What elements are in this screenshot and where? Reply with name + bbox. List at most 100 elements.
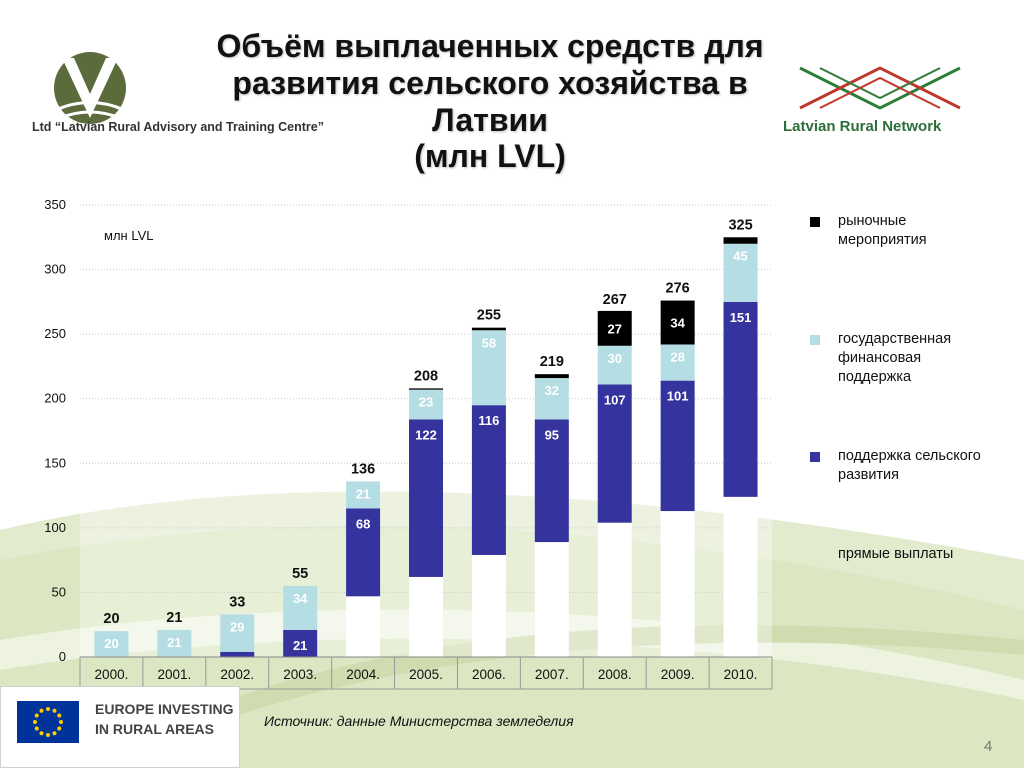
eu-text: EUROPE INVESTING IN RURAL AREAS — [95, 699, 233, 740]
legend-item-rural: поддержка сельского развития — [810, 447, 988, 485]
bar-segment-label: 116 — [478, 413, 499, 428]
eu-star — [59, 720, 63, 724]
bar-segment-label: 21 — [293, 638, 307, 653]
eu-star — [39, 731, 44, 736]
bar-total-label: 219 — [540, 354, 564, 370]
x-tick-label: 2004. — [346, 667, 380, 682]
bar-segment-label: 151 — [730, 310, 752, 325]
x-tick-label: 2009. — [661, 667, 695, 682]
unit-label: млн LVL — [104, 228, 153, 243]
bar-total-label: 55 — [292, 566, 308, 582]
x-tick-label: 2008. — [598, 667, 632, 682]
chart-bars: 20 20 21 21 29 33 21 34 55 68 21 136 122 23 208 116 58 25… — [94, 217, 758, 657]
y-tick-label: 0 — [59, 649, 66, 664]
y-tick-label: 350 — [44, 197, 66, 212]
eu-star — [52, 708, 57, 713]
eu-star — [52, 731, 57, 736]
bar-segment — [534, 542, 569, 657]
bar-segment-label: 122 — [415, 427, 437, 442]
legend-label-market: рыночные мероприятия — [838, 213, 927, 248]
legend-swatch-state — [810, 335, 820, 345]
bar-segment — [471, 405, 506, 555]
bar-segment — [409, 389, 443, 420]
eu-funding-badge: EUROPE INVESTING IN RURAL AREAS — [0, 686, 240, 768]
bar-segment — [220, 614, 255, 652]
bar-segment-label: 101 — [667, 389, 689, 404]
bar-segment-label: 29 — [230, 619, 244, 634]
bar-segment — [660, 511, 695, 657]
bar-segment-label: 68 — [356, 516, 370, 531]
legend-swatch-rural — [810, 452, 820, 462]
x-tick-label: 2001. — [157, 667, 191, 682]
eu-star — [34, 713, 39, 718]
source-note: Источник: данные Министерства земледелия — [264, 713, 574, 729]
bar-total-label: 325 — [728, 217, 752, 233]
bar-segment-label: 20 — [104, 636, 118, 651]
bar-segment — [409, 576, 443, 657]
x-tick-label: 2010. — [724, 667, 758, 682]
bar-total-label: 267 — [603, 292, 627, 308]
eu-star — [46, 707, 50, 711]
rural-network-logo — [799, 66, 961, 110]
eu-flag-icon — [17, 701, 79, 743]
bar-segment-label: 58 — [482, 335, 496, 350]
x-tick-label: 2000. — [95, 667, 129, 682]
bar-segment — [723, 301, 758, 497]
bar-segment — [660, 344, 695, 381]
y-tick-label: 200 — [44, 391, 66, 406]
eu-star — [34, 726, 39, 731]
bar-segment — [534, 374, 569, 379]
bar-segment — [471, 554, 506, 657]
stacked-bar-chart: 20 20 21 21 29 33 21 34 55 68 21 136 122 23 208 116 58 25… — [44, 197, 773, 690]
bar-segment — [597, 522, 632, 657]
bar-segment — [471, 330, 506, 406]
bar-segment — [409, 419, 443, 577]
bar-segment — [94, 631, 129, 657]
bar-segment — [283, 585, 318, 630]
title-line-3: Латвии — [432, 101, 548, 138]
page-number: 4 — [984, 738, 993, 755]
bar-segment-label: 45 — [733, 249, 747, 264]
legend-item-market: рыночные мероприятия — [810, 212, 988, 250]
title-line-2: развития сельского хозяйства в — [232, 64, 748, 101]
eu-star — [57, 726, 62, 731]
bar-total-label: 208 — [414, 368, 438, 384]
bar-segment — [346, 596, 381, 657]
bar-segment — [283, 629, 318, 657]
eu-text-line-2: IN RURAL AREAS — [95, 721, 215, 738]
bar-segment — [534, 378, 569, 420]
eu-star — [57, 713, 62, 718]
x-tick-label: 2006. — [472, 667, 506, 682]
bar-segment — [409, 388, 443, 390]
right-org-name: Latvian Rural Network — [783, 118, 942, 135]
eu-star — [33, 720, 37, 724]
bar-segment — [534, 419, 569, 543]
bar-segment — [157, 629, 192, 657]
bar-segment-label: 27 — [607, 321, 621, 336]
bar-segment — [723, 243, 758, 302]
bar-segment-label: 34 — [293, 591, 308, 606]
legend-label-state: государственная финансовая поддержка — [838, 331, 952, 385]
eu-star — [39, 708, 44, 713]
rural-advisory-logo — [54, 52, 126, 124]
legend-swatch-direct — [810, 550, 820, 560]
y-tick-label: 250 — [44, 326, 66, 341]
y-tick-label: 50 — [52, 584, 66, 599]
title-line-4: (млн LVL) — [414, 138, 566, 175]
bar-total-label: 276 — [666, 281, 690, 297]
x-tick-label: 2007. — [535, 667, 569, 682]
page-title: Объём выплаченных средств для развития с… — [180, 28, 800, 175]
bar-segment-label: 95 — [545, 427, 559, 442]
legend-label-rural: поддержка сельского развития — [838, 448, 981, 483]
x-tick-label: 2003. — [283, 667, 317, 682]
bar-segment-label: 21 — [356, 486, 370, 501]
bar-segment — [597, 384, 632, 523]
bar-segment — [660, 380, 695, 512]
x-tick-label: 2005. — [409, 667, 443, 682]
bar-total-label: 20 — [103, 611, 119, 627]
bar-total-label: 21 — [166, 610, 182, 626]
bar-segment-label: 23 — [419, 395, 433, 410]
bar-total-label: 136 — [351, 461, 375, 477]
legend-item-direct: прямые выплаты — [810, 545, 988, 564]
